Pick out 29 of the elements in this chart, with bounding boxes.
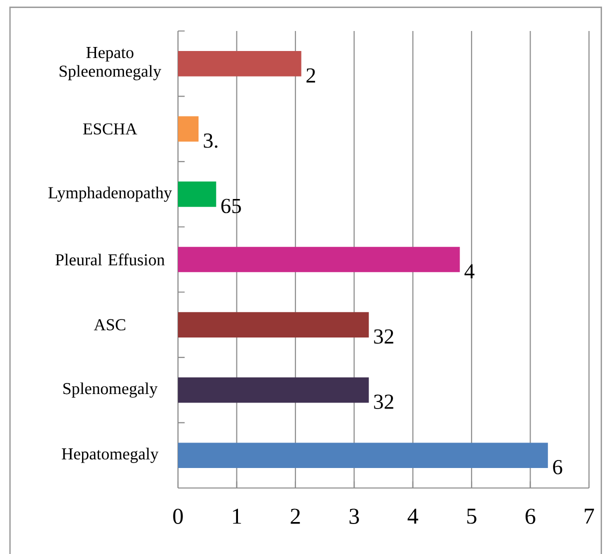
annotation: 6	[553, 460, 562, 474]
x-tick-label: 6	[526, 508, 536, 524]
annotation: 32	[374, 329, 394, 344]
bar	[178, 377, 369, 403]
bar	[178, 116, 199, 142]
annotation: 3.	[204, 133, 218, 148]
x-tick-label: 2	[290, 508, 300, 524]
x-tick-label: 7	[584, 508, 594, 524]
bar	[178, 246, 460, 272]
x-tick-label: 3	[350, 508, 359, 524]
y-tick-label: Hepato Spleenomegaly	[60, 47, 162, 80]
bar	[178, 442, 548, 468]
x-tick-label: 0	[173, 508, 183, 524]
annotation: 2	[306, 68, 316, 82]
x-tick-label: 1	[233, 508, 242, 524]
y-tick-label: ASC	[94, 319, 126, 330]
y-tick-label: Splenomegaly	[63, 382, 158, 398]
y-tick-label: ESCHA	[83, 123, 138, 135]
bar	[178, 182, 216, 207]
annotation: 32	[374, 394, 394, 409]
x-tick-label: 4	[408, 508, 418, 524]
annotation: 4	[464, 264, 474, 278]
annotation: 65	[221, 198, 241, 214]
y-tick-label: Hepatomegaly	[62, 448, 158, 463]
y-tick-label: Lymphadenopathy	[48, 186, 172, 202]
bar	[178, 50, 302, 76]
x-tick-label: 5	[467, 508, 476, 524]
y-tick-label: Pleural Effusion	[56, 254, 165, 266]
bar	[178, 312, 369, 338]
